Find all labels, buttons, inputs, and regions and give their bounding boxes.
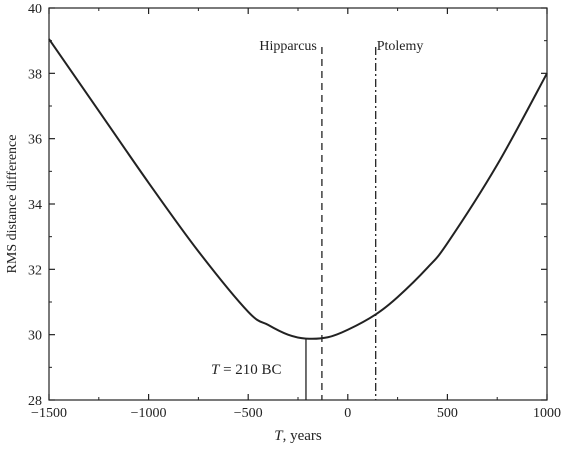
y-axis-label: RMS distance difference — [5, 135, 20, 274]
x-tick-label: 1000 — [533, 406, 561, 421]
reference-label-hipparcus: Hipparcus — [259, 39, 317, 54]
x-tick-label: −1000 — [131, 406, 167, 421]
y-tick-label: 40 — [28, 2, 42, 17]
reference-label-ptolemy: Ptolemy — [377, 39, 424, 54]
y-tick-label: 28 — [28, 394, 42, 409]
minimum-annotation-value: = 210 BC — [219, 362, 281, 378]
x-axis-label: T, years — [274, 428, 322, 444]
tick-labels: −1500 −1000 −500 0 500 1000 28 30 32 34 36 38 40 — [28, 2, 561, 421]
x-axis-label-symbol: T — [274, 428, 284, 444]
chart-marks: Hipparcus Ptolemy — [48, 38, 548, 400]
y-tick-label: 32 — [28, 263, 42, 278]
y-tick-label: 36 — [28, 133, 42, 148]
y-tick-label: 38 — [28, 67, 42, 82]
axis-ticks — [48, 7, 548, 401]
minimum-annotation: T = 210 BC — [211, 362, 282, 378]
minimum-annotation-symbol: T — [211, 362, 221, 378]
x-tick-label: −1500 — [31, 406, 67, 421]
x-tick-label: −500 — [234, 406, 263, 421]
y-tick-label: 30 — [28, 329, 42, 344]
x-axis-label-unit: , years — [283, 428, 322, 444]
series-line-0 — [48, 38, 548, 340]
x-tick-label: 0 — [344, 406, 351, 421]
x-tick-label: 500 — [437, 406, 458, 421]
y-tick-label: 34 — [28, 198, 42, 213]
